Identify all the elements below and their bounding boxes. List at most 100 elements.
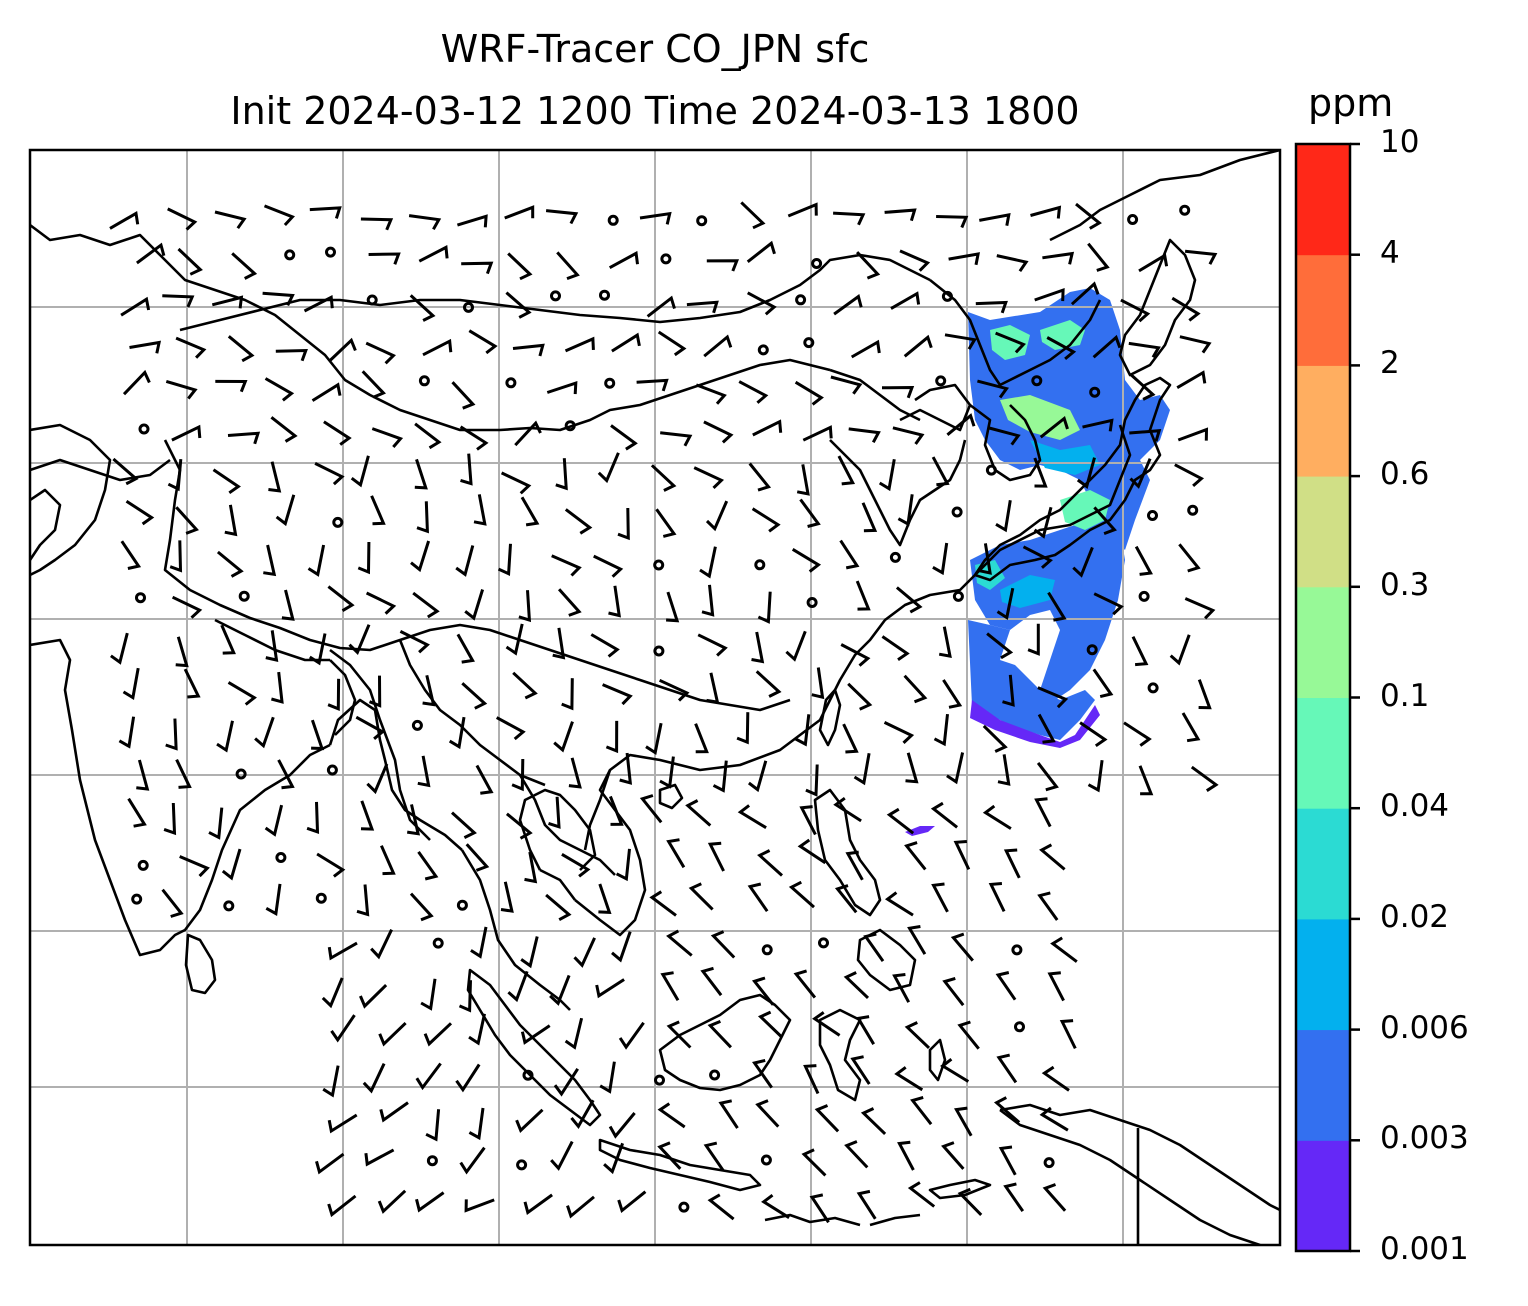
sri-lanka bbox=[184, 933, 217, 995]
wind-barb bbox=[897, 1140, 915, 1171]
calm-wind-circle bbox=[803, 337, 815, 349]
wind-barb bbox=[303, 294, 334, 313]
wind-barb bbox=[468, 1107, 485, 1141]
wind-barb bbox=[895, 586, 923, 614]
wind-barb bbox=[982, 724, 1008, 753]
wind-barb bbox=[953, 840, 971, 871]
map-frame bbox=[28, 148, 1282, 1247]
wind-barb bbox=[1036, 761, 1059, 792]
wind-barb bbox=[617, 507, 630, 541]
wind-barb bbox=[227, 431, 261, 445]
wind-barb bbox=[746, 291, 777, 316]
wind-barb bbox=[504, 205, 535, 220]
wind-barb bbox=[904, 841, 927, 871]
wind-barb bbox=[1092, 668, 1114, 699]
wind-barb bbox=[1176, 370, 1207, 389]
wind-barb bbox=[268, 461, 282, 493]
wind-barb bbox=[850, 339, 881, 359]
wind-barb bbox=[863, 932, 885, 962]
calm-wind-circle bbox=[951, 506, 963, 518]
wind-barb bbox=[1184, 249, 1218, 265]
wind-barb bbox=[523, 1193, 553, 1215]
wind-barb bbox=[1075, 202, 1102, 230]
wind-barb bbox=[605, 720, 619, 754]
wind-barb bbox=[1034, 287, 1065, 302]
wind-barb bbox=[514, 420, 542, 447]
wind-barb bbox=[1138, 765, 1154, 796]
wind-barb bbox=[844, 1140, 869, 1169]
wind-barb bbox=[275, 348, 308, 362]
wind-barb bbox=[995, 500, 1012, 533]
wind-barbs bbox=[109, 201, 1219, 1224]
colorbar-segment bbox=[1296, 1140, 1350, 1252]
wind-barb bbox=[892, 973, 911, 1003]
wind-barb bbox=[179, 855, 210, 878]
taiwan bbox=[818, 688, 842, 747]
calm-wind-circle bbox=[315, 892, 327, 904]
wind-barb bbox=[264, 804, 284, 837]
wind-barb bbox=[216, 550, 244, 578]
wind-barb bbox=[1072, 546, 1094, 578]
calm-wind-circle bbox=[811, 258, 823, 269]
wind-barb bbox=[1037, 713, 1056, 744]
wind-barb bbox=[904, 1021, 931, 1049]
wind-barb bbox=[1190, 765, 1219, 792]
wind-barb bbox=[757, 591, 772, 624]
wind-barb bbox=[175, 758, 192, 789]
wind-barb bbox=[618, 1021, 645, 1050]
wind-barb bbox=[461, 261, 494, 275]
wind-barb bbox=[1033, 506, 1053, 539]
wind-barb bbox=[833, 293, 863, 316]
wind-barb bbox=[905, 752, 919, 784]
wind-barb bbox=[1034, 797, 1052, 828]
wind-barb bbox=[322, 1065, 340, 1098]
wind-barb bbox=[975, 300, 1008, 314]
wind-barb bbox=[707, 841, 725, 872]
map-subtitle: Init 2024-03-12 1200 Time 2024-03-13 180… bbox=[230, 89, 1080, 133]
wind-barb bbox=[802, 425, 833, 442]
wind-barb bbox=[703, 334, 733, 358]
wind-barb bbox=[1082, 418, 1114, 432]
borneo bbox=[658, 993, 792, 1092]
wind-barb bbox=[746, 240, 776, 263]
wind-barb bbox=[833, 796, 862, 823]
wind-barb bbox=[208, 807, 224, 840]
wind-barb bbox=[557, 588, 582, 617]
wind-barb bbox=[307, 544, 326, 577]
wind-barb bbox=[418, 245, 449, 263]
wind-barb bbox=[175, 636, 189, 668]
wind-barb bbox=[122, 667, 140, 701]
tracer-low-edge bbox=[970, 700, 1100, 748]
wind-barb bbox=[378, 1022, 407, 1047]
wind-barb bbox=[161, 888, 184, 918]
wind-barb bbox=[409, 892, 434, 922]
wind-barb bbox=[361, 370, 386, 399]
wind-barb bbox=[1128, 341, 1161, 359]
wind-barb bbox=[330, 1014, 356, 1043]
wind-barb bbox=[603, 1142, 625, 1175]
wind-barb bbox=[129, 340, 162, 354]
wind-barb bbox=[611, 332, 641, 353]
wind-barb bbox=[1131, 636, 1149, 667]
wind-barb bbox=[327, 1113, 358, 1134]
calm-wind-circle bbox=[599, 289, 610, 301]
wind-barb bbox=[1039, 415, 1069, 439]
wind-barb bbox=[931, 456, 950, 487]
wind-barb bbox=[881, 635, 910, 661]
wind-barb bbox=[165, 718, 178, 751]
wind-barb bbox=[1134, 545, 1153, 576]
colorbar-tick-label: 0.006 bbox=[1380, 1009, 1469, 1046]
wind-barb bbox=[1037, 891, 1059, 921]
wind-barb bbox=[1003, 848, 1021, 879]
halmahera bbox=[928, 1038, 947, 1082]
wind-barb bbox=[162, 294, 195, 308]
calm-wind-circle bbox=[432, 937, 444, 949]
calm-wind-circle bbox=[795, 294, 807, 306]
wind-barb bbox=[710, 930, 736, 959]
wind-barb bbox=[365, 341, 396, 365]
calm-wind-circle bbox=[1086, 644, 1098, 656]
wind-barb bbox=[1076, 457, 1096, 489]
wind-barb bbox=[705, 500, 729, 532]
wind-barb bbox=[473, 494, 487, 526]
wind-barb bbox=[122, 369, 151, 396]
